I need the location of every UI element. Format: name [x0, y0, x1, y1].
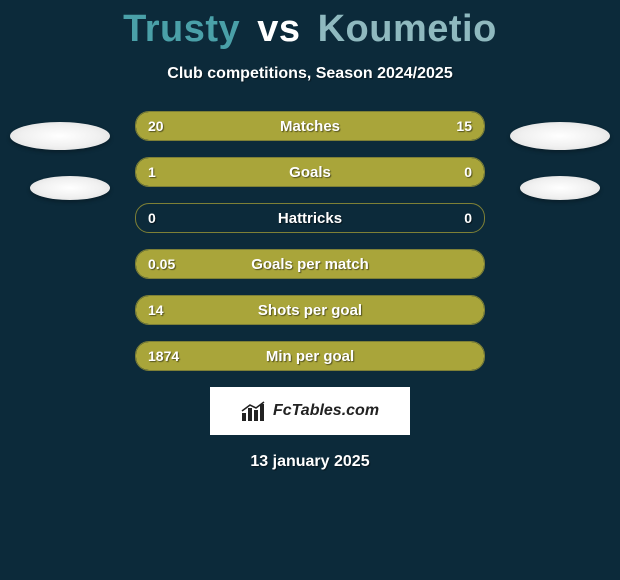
player2-name: Koumetio: [318, 8, 497, 50]
avatar-placeholder: [520, 176, 600, 200]
stat-label: Goals: [136, 158, 484, 186]
avatar-placeholder: [510, 122, 610, 150]
stat-label: Matches: [136, 112, 484, 140]
stat-bar: 2015Matches: [135, 111, 485, 141]
title-row: Trusty vs Koumetio: [0, 0, 620, 51]
title-vs: vs: [257, 8, 300, 50]
stat-bar: 00Hattricks: [135, 203, 485, 233]
stat-label: Shots per goal: [136, 296, 484, 324]
bar-area: 2015Matches 10Goals 00Hattricks 0.05Goals p…: [135, 111, 485, 371]
avatar-placeholder: [30, 176, 110, 200]
bar-chart-icon: [241, 400, 267, 422]
stat-bar: 10Goals: [135, 157, 485, 187]
stat-label: Min per goal: [136, 342, 484, 370]
logo-badge: FcTables.com: [210, 387, 410, 435]
date-line: 13 january 2025: [0, 453, 620, 471]
stat-label: Hattricks: [136, 204, 484, 232]
stat-label: Goals per match: [136, 250, 484, 278]
logo-text: FcTables.com: [273, 402, 379, 420]
player1-name: Trusty: [123, 8, 240, 50]
stat-bar: 0.05Goals per match: [135, 249, 485, 279]
compare-area: 2015Matches 10Goals 00Hattricks 0.05Goals p…: [0, 111, 620, 371]
stat-bar: 14Shots per goal: [135, 295, 485, 325]
stat-bar: 1874Min per goal: [135, 341, 485, 371]
subtitle: Club competitions, Season 2024/2025: [0, 65, 620, 83]
avatar-placeholder: [10, 122, 110, 150]
